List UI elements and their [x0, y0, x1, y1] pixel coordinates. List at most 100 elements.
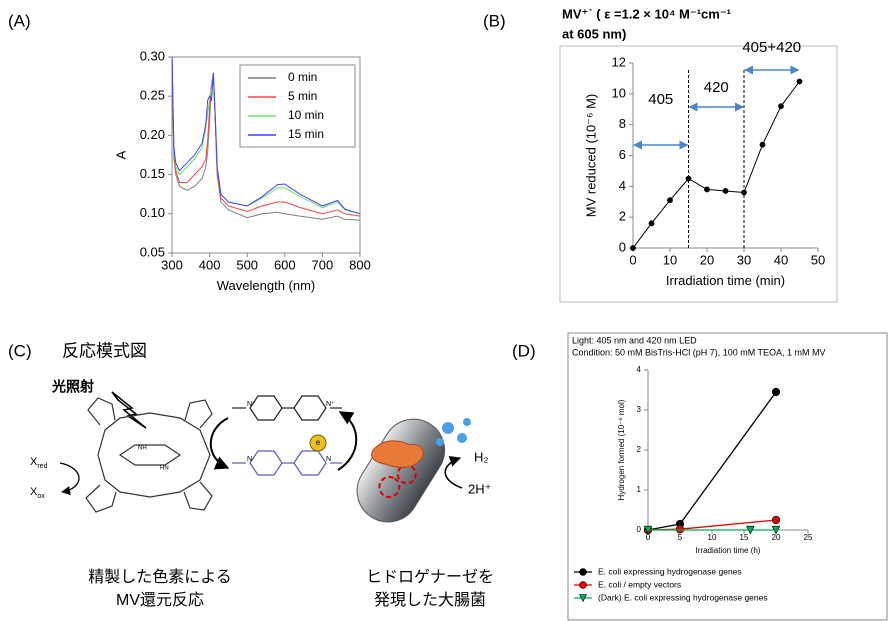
legend-label: 10 min [288, 108, 324, 122]
arrow [444, 456, 463, 489]
legend-marker [579, 568, 587, 576]
x-tick-label: 700 [312, 257, 334, 272]
chart-title: at 605 nm) [562, 26, 626, 41]
lightning [111, 391, 147, 429]
y-tick-label: 0.30 [140, 48, 165, 63]
y-tick-label: 0.25 [140, 88, 165, 103]
series-line [647, 519, 777, 531]
marker [648, 220, 655, 227]
annotation: 405+420 [742, 39, 801, 56]
y-tick-label: 2 [619, 209, 626, 224]
marker [675, 525, 685, 534]
light-label: 光照射 [51, 379, 94, 395]
legend-label: E. coli / empty vectors [598, 579, 681, 589]
panel-frame [567, 332, 888, 621]
atom-label: N [326, 456, 331, 463]
y-tick-label: 4 [637, 365, 642, 374]
y-tick-label: 2 [637, 445, 642, 454]
panel-frame [559, 45, 838, 303]
marker [722, 188, 729, 194]
y-tick-label: 10 [612, 85, 626, 100]
plot-frame [171, 56, 361, 254]
y-tick-label: 0 [619, 239, 626, 254]
marker [746, 525, 755, 535]
label-part: ox [37, 493, 45, 500]
plasmid [396, 464, 417, 485]
legend-label: 0 min [288, 70, 317, 84]
x-tick-label: 50 [811, 252, 825, 267]
cell-body [356, 418, 446, 523]
arrow [59, 462, 80, 496]
legend-marker [579, 594, 587, 603]
marker [643, 525, 653, 535]
x-tick-label: 20 [772, 533, 781, 542]
marker [667, 197, 673, 204]
y-tick-label: 0.05 [140, 244, 165, 259]
legend-label: 5 min [288, 89, 317, 103]
x-axis-label: Wavelength (nm) [217, 278, 316, 293]
chart-title: Light: 405 nm and 420 nm LED [572, 335, 697, 345]
label-part: X [30, 456, 38, 468]
y-tick-label: 0.15 [140, 166, 165, 181]
y-tick-label: 4 [619, 178, 626, 193]
y-tick-label: 8 [619, 116, 626, 131]
panel-label: (A) [8, 11, 31, 30]
chart-title: Condition: 50 mM BisTris-HCl (pH 7), 100… [572, 347, 826, 357]
x-tick-label: 20 [700, 252, 714, 267]
hydrogenase [371, 440, 424, 468]
x-tick-label: 0 [629, 252, 636, 267]
x-tick-label: 0 [646, 533, 651, 542]
electron-label: e [316, 438, 321, 447]
x-ox-label: Xox [30, 486, 45, 500]
viologen-oxidized [232, 395, 342, 421]
series-line [171, 56, 361, 215]
arrow [337, 411, 358, 471]
y-tick-label: 3 [637, 405, 642, 414]
marker [778, 103, 784, 110]
viologen-reduced [232, 450, 342, 476]
caption: 精製した色素による [88, 568, 232, 586]
marker [771, 515, 781, 525]
marker [704, 186, 710, 193]
legend-label: 15 min [288, 127, 324, 141]
panel-label: (B) [483, 11, 506, 30]
diagram: 反応模式図 光照射 NH HN Xred Xox N⁺ N⁺ [30, 341, 494, 609]
panel-label: (C) [8, 341, 32, 360]
atom-label: N [247, 456, 252, 463]
atom-label: HN [160, 466, 169, 472]
x-tick-label: 5 [678, 533, 683, 542]
annotation: 405 [648, 91, 673, 108]
x-tick-label: 300 [161, 257, 183, 272]
y-tick-label: 0.10 [140, 205, 165, 220]
x-red-label: Xred [30, 456, 48, 470]
diagram-title: 反応模式図 [62, 341, 147, 360]
electron [309, 434, 327, 452]
x-tick-label: 15 [740, 533, 749, 542]
y-axis-label: Hydrogen formed (10⁻⁶ mol) [617, 399, 626, 500]
h2-label: H₂ [474, 449, 488, 464]
x-axis-label: Irradiation time (min) [666, 273, 785, 288]
x-tick-label: 400 [199, 257, 221, 272]
arrow [209, 417, 230, 470]
caption: MV還元反応 [116, 591, 204, 609]
plasmid [378, 475, 401, 498]
panel-label: (D) [512, 341, 536, 360]
x-tick-label: 10 [708, 533, 717, 542]
y-tick-label: 0.20 [140, 127, 165, 142]
y-tick-label: 1 [637, 485, 642, 494]
atom-label: N⁺ [247, 400, 256, 408]
porphyrin [85, 397, 213, 513]
h2-bubble [457, 433, 467, 443]
atom-label: NH [138, 446, 147, 452]
legend-label: E. coli expressing hydrogenase genes [598, 566, 742, 576]
y-axis-label: A [113, 150, 128, 159]
marker [630, 245, 636, 251]
chart-title: MV⁺˙ ( ε =1.2 × 10⁴ M⁻¹cm⁻¹ [562, 6, 731, 21]
x-tick-label: 10 [663, 252, 677, 267]
x-tick-label: 800 [349, 257, 371, 272]
y-tick-label: 6 [619, 147, 626, 162]
x-tick-label: 40 [774, 252, 788, 267]
y-tick-label: 0 [637, 525, 642, 534]
